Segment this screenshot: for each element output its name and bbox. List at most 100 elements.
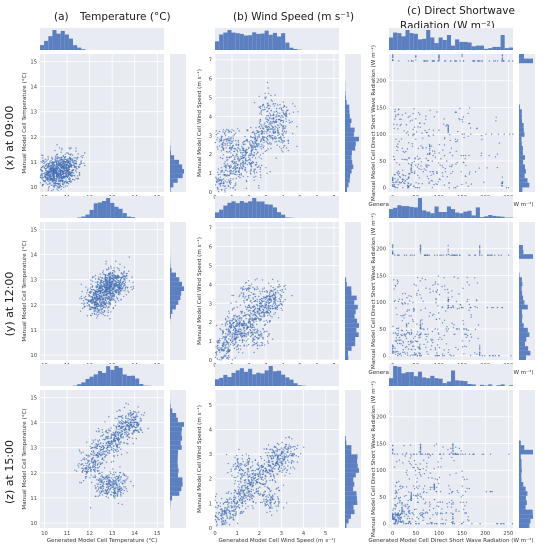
scatter-point [56, 171, 59, 174]
scatter-point [225, 322, 227, 324]
scatter-point [230, 166, 232, 168]
scatter-point [248, 156, 250, 158]
scatter-point [235, 143, 237, 145]
scatter-point [55, 175, 58, 178]
scatter-point [223, 162, 225, 165]
scatter-point [419, 333, 421, 336]
scatter-point [438, 312, 440, 314]
scatter-point [245, 287, 247, 290]
scatter-point [239, 152, 242, 154]
scatter-point [455, 141, 457, 143]
scatter-point [122, 289, 124, 291]
scatter-point [394, 108, 396, 111]
scatter-point [110, 289, 112, 292]
scatter-point [66, 182, 69, 184]
scatter-point [47, 189, 50, 191]
scatter-point [88, 291, 91, 294]
hist-bar-x [508, 47, 513, 50]
scatter-point [114, 304, 117, 307]
scatter-point [236, 346, 239, 348]
scatter-point [99, 304, 101, 307]
scatter-point [474, 328, 477, 330]
scatter-point [441, 285, 443, 288]
scatter-point [220, 348, 222, 350]
hist-bar-x [467, 42, 472, 50]
hist-bar-y [519, 127, 524, 133]
scatter-point [55, 174, 58, 176]
scatter-point [101, 301, 103, 303]
scatter-point [109, 272, 112, 274]
scatter-point [122, 283, 124, 285]
scatter-point [246, 163, 249, 166]
scatter-point [266, 129, 268, 131]
scatter-point [274, 128, 276, 130]
scatter-point [232, 171, 235, 173]
scatter-point [40, 173, 42, 175]
scatter-point [41, 161, 43, 164]
hist-bar-x [438, 212, 443, 218]
scatter-point [419, 321, 422, 323]
scatter-point [468, 303, 471, 306]
hist-bar-x [446, 206, 451, 218]
scatter-point [245, 289, 248, 292]
scatter-point [258, 133, 260, 136]
hist-bar-x [277, 212, 282, 218]
scatter-point [106, 269, 108, 271]
scatter-point [245, 180, 248, 183]
scatter-point [225, 346, 227, 348]
scatter-point [476, 300, 478, 302]
scatter-point [42, 154, 44, 157]
hist-bar-x [496, 46, 501, 50]
scatter-point [262, 328, 264, 330]
hist-bar-x [475, 45, 480, 50]
hist-bar-x [223, 32, 228, 50]
scatter-point [122, 286, 125, 288]
scatter-point [396, 279, 399, 281]
scatter-point [276, 140, 278, 143]
scatter-point [61, 149, 63, 151]
scatter-point [225, 144, 227, 146]
scatter-point [272, 297, 274, 299]
scatter-point [457, 348, 459, 351]
scatter-point [424, 129, 426, 132]
scatter-point [260, 130, 262, 132]
scatter-point [67, 152, 69, 154]
y-axis-label: Manual Model Cell Direct Short Wave Radi… [370, 213, 377, 369]
scatter-point [278, 119, 280, 121]
scatter-point [244, 167, 247, 169]
scatter-point [81, 297, 83, 300]
scatter-point [234, 158, 236, 160]
plot-area [389, 54, 513, 192]
hist-bar-x [393, 207, 398, 218]
scatter-point [98, 276, 100, 278]
hist-bar-y [345, 187, 347, 192]
scatter-point [252, 161, 255, 164]
scatter-point [97, 296, 99, 298]
scatter-point [413, 254, 415, 256]
y-tick-label: 13 [30, 110, 37, 116]
scatter-point [276, 104, 279, 106]
scatter-point [494, 254, 496, 256]
scatter-point [251, 136, 253, 139]
scatter-point [264, 122, 266, 124]
scatter-point [393, 351, 395, 353]
scatter-point [469, 354, 472, 357]
scatter-point [393, 174, 395, 176]
scatter-points [392, 54, 514, 189]
scatter-point [406, 148, 409, 150]
scatter-point [280, 135, 282, 137]
row-labels: (x) at 09:00 (y) at 12:00 (z) at 15:00 [3, 106, 16, 504]
scatter-point [486, 167, 488, 169]
hist-bar-x [219, 209, 224, 218]
scatter-point [115, 260, 117, 262]
scatter-point [216, 348, 219, 350]
scatter-point [54, 184, 56, 186]
scatter-point [53, 163, 55, 166]
scatter-point [419, 323, 421, 325]
scatter-point [277, 304, 280, 307]
scatter-point [100, 308, 102, 310]
scatter-point [227, 328, 230, 330]
scatter-point [238, 168, 241, 170]
scatter-point [432, 339, 434, 341]
scatter-point [468, 340, 471, 342]
